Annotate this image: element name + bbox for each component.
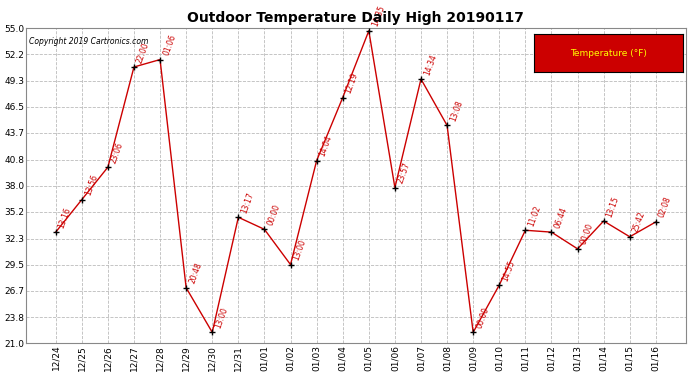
Text: 14:34: 14:34 <box>422 53 438 76</box>
Text: 00:00: 00:00 <box>266 203 282 226</box>
Text: Copyright 2019 Cartronics.com: Copyright 2019 Cartronics.com <box>29 38 148 46</box>
Text: 02:08: 02:08 <box>657 196 673 219</box>
Text: 01:06: 01:06 <box>161 33 177 57</box>
Text: 12:19: 12:19 <box>344 71 360 95</box>
Text: 00:00: 00:00 <box>475 306 491 330</box>
Text: 13:16: 13:16 <box>57 206 73 230</box>
Text: 13:00: 13:00 <box>214 306 230 330</box>
Text: 25:42: 25:42 <box>631 210 647 234</box>
Text: 13:00: 13:00 <box>292 238 308 262</box>
Text: 13:08: 13:08 <box>448 99 464 123</box>
Text: 13:15: 13:15 <box>605 195 621 218</box>
Text: 14:55: 14:55 <box>501 259 517 282</box>
Text: 22:00: 22:00 <box>135 41 151 64</box>
Text: 00:00: 00:00 <box>579 222 595 246</box>
Title: Outdoor Temperature Daily High 20190117: Outdoor Temperature Daily High 20190117 <box>187 12 524 26</box>
Text: 13:17: 13:17 <box>239 191 255 214</box>
Text: 14:04: 14:04 <box>318 134 334 158</box>
Text: 13:56: 13:56 <box>83 173 99 197</box>
Text: 23:06: 23:06 <box>109 141 125 164</box>
Text: 14:35: 14:35 <box>371 4 386 28</box>
Text: 23:57: 23:57 <box>396 161 412 185</box>
Text: 20:48: 20:48 <box>188 261 204 285</box>
Text: 06:44: 06:44 <box>553 206 569 230</box>
Text: 11:02: 11:02 <box>526 204 542 228</box>
